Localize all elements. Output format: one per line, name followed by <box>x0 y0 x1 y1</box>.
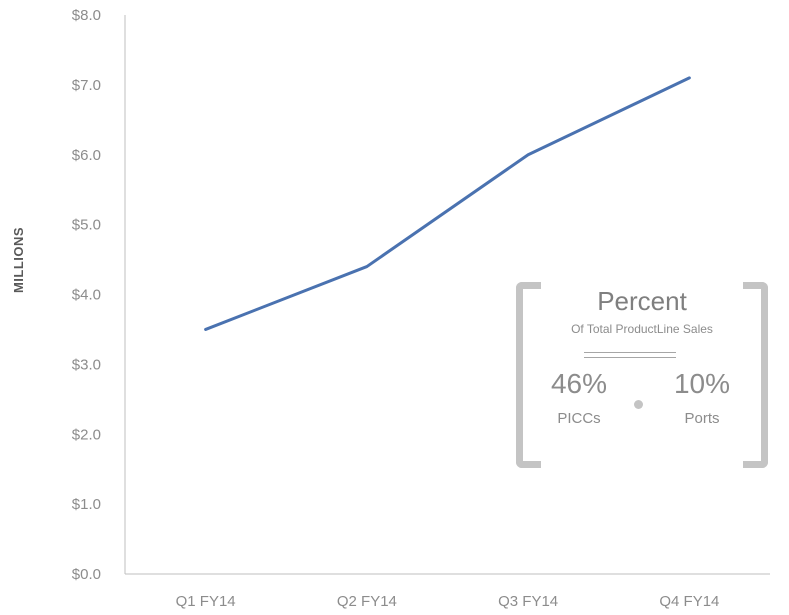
separator-dot <box>634 400 643 409</box>
y-tick-label: $4.0 <box>72 287 101 304</box>
callout-divider <box>584 352 676 358</box>
ports-percent: 10% <box>673 368 731 399</box>
callout-subtitle: Of Total ProductLine Sales <box>571 322 713 336</box>
x-tick-label: Q2 FY14 <box>337 593 397 610</box>
y-tick-label: $2.0 <box>72 426 101 443</box>
x-tick-label: Q3 FY14 <box>498 593 558 610</box>
y-tick-labels: $0.0 $1.0 $2.0 $3.0 $4.0 $5.0 $6.0 $7.0 $8.0 <box>72 7 101 583</box>
y-tick-label: $6.0 <box>72 147 101 164</box>
series-line <box>204 76 691 331</box>
y-tick-label: $3.0 <box>72 356 101 373</box>
y-tick-label: $0.0 <box>72 566 101 583</box>
picc-stat: 46% PICCs <box>539 368 619 427</box>
left-bracket <box>516 282 541 468</box>
y-tick-label: $7.0 <box>72 77 101 94</box>
x-tick-label: Q1 FY14 <box>176 593 236 610</box>
y-tick-label: $8.0 <box>72 7 101 24</box>
picc-label: PICCs <box>557 410 601 427</box>
y-axis-label: MILLIONS <box>11 227 26 293</box>
callout-title: Percent <box>597 286 687 316</box>
ports-label: Ports <box>684 410 720 427</box>
x-tick-label: Q4 FY14 <box>659 593 719 610</box>
picc-percent: 46% <box>550 368 608 399</box>
y-tick-label: $1.0 <box>72 496 101 513</box>
right-bracket <box>743 282 768 468</box>
series-group <box>204 76 691 331</box>
y-tick-label: $5.0 <box>72 217 101 234</box>
ports-stat: 10% Ports <box>662 368 742 427</box>
x-tick-labels: Q1 FY14 Q2 FY14 Q3 FY14 Q4 FY14 <box>176 593 720 610</box>
percent-callout: Percent Of Total ProductLine Sales 46% P… <box>516 282 768 468</box>
